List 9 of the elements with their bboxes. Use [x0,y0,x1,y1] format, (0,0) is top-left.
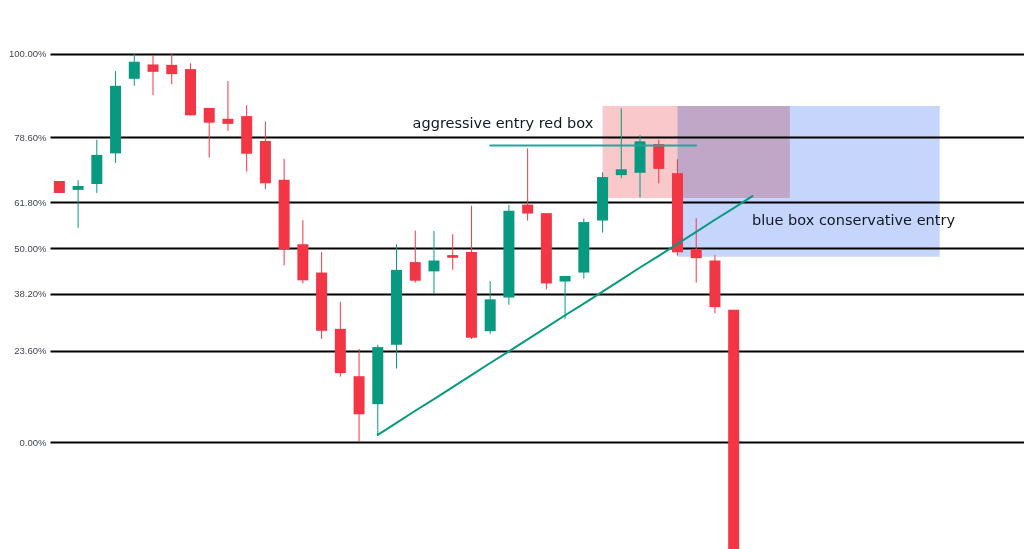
y-tick-label: 0.00% [19,436,48,448]
annotation: aggressive entry red box [412,115,594,132]
y-tick-label: 23.60% [14,345,48,357]
y-tick-label: 78.60% [14,131,48,143]
y-tick-label: 100.00% [8,48,48,60]
y-tick-label: 38.20% [14,288,48,300]
annotation: blue box conservative entry [752,212,956,229]
y-tick-label: 50.00% [14,242,48,254]
y-tick-label: 61.80% [14,196,48,208]
